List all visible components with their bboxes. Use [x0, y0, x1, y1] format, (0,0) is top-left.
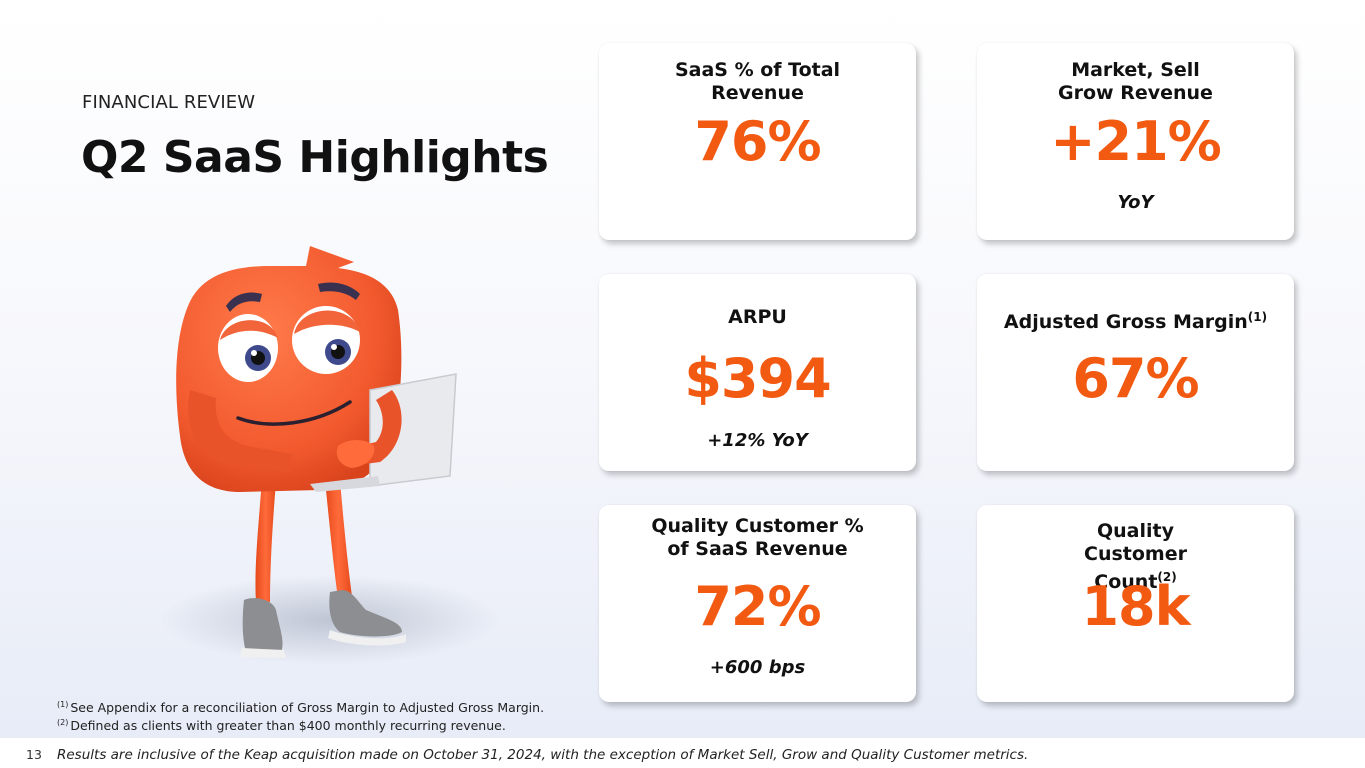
mascot-illustration	[160, 246, 500, 665]
card-value: $394	[684, 347, 831, 410]
page-title: Q2 SaaS Highlights	[81, 132, 549, 183]
footnote-marker: (2)	[1157, 570, 1177, 584]
card-value: 18k	[1081, 575, 1190, 638]
card-quality-customer-percent: Quality Customer % of SaaS Revenue 72% +…	[599, 505, 916, 702]
card-label: ARPU	[728, 306, 787, 328]
card-value: 76%	[694, 110, 821, 173]
card-note: +12% YoY	[707, 430, 808, 451]
card-label-text: Quality Customer Count	[1084, 520, 1187, 593]
footnote-1: (1) See Appendix for a reconciliation of …	[57, 697, 544, 715]
disclaimer: Results are inclusive of the Keap acquis…	[57, 747, 1029, 763]
footer-band	[0, 738, 1365, 768]
footnotes: (1) See Appendix for a reconciliation of …	[57, 697, 544, 733]
footnote-marker: (1)	[57, 700, 69, 709]
card-msg-revenue: Market, Sell Grow Revenue +21% YoY	[977, 43, 1294, 240]
footnote-2: (2) Defined as clients with greater than …	[57, 715, 544, 733]
card-value: +21%	[1050, 110, 1222, 173]
footnote-text: Defined as clients with greater than $40…	[70, 718, 506, 733]
card-note: +600 bps	[709, 657, 806, 678]
footnote-text: See Appendix for a reconciliation of Gro…	[70, 700, 545, 715]
card-label: SaaS % of Total Revenue	[674, 59, 841, 104]
card-label: Quality Customer % of SaaS Revenue	[651, 515, 864, 560]
card-label: Quality Customer Count(2)	[987, 520, 1284, 594]
section-eyebrow: FINANCIAL REVIEW	[82, 92, 256, 113]
card-arpu: ARPU $394 +12% YoY	[599, 274, 916, 471]
card-quality-customer-count: Quality Customer Count(2) 18k	[977, 505, 1294, 702]
card-label-text: Adjusted Gross Margin	[1003, 311, 1248, 333]
card-value: 67%	[1072, 347, 1199, 410]
card-saas-percent: SaaS % of Total Revenue 76%	[599, 43, 916, 240]
card-label: Adjusted Gross Margin(1)	[987, 306, 1284, 334]
page-number: 13	[26, 747, 42, 762]
card-label: Market, Sell Grow Revenue	[1058, 59, 1213, 104]
card-note: YoY	[1117, 192, 1154, 213]
footnote-marker: (2)	[57, 718, 69, 727]
footnote-marker: (1)	[1247, 310, 1268, 324]
card-adjusted-gross-margin: Adjusted Gross Margin(1) 67%	[977, 274, 1294, 471]
card-value: 72%	[694, 575, 821, 638]
